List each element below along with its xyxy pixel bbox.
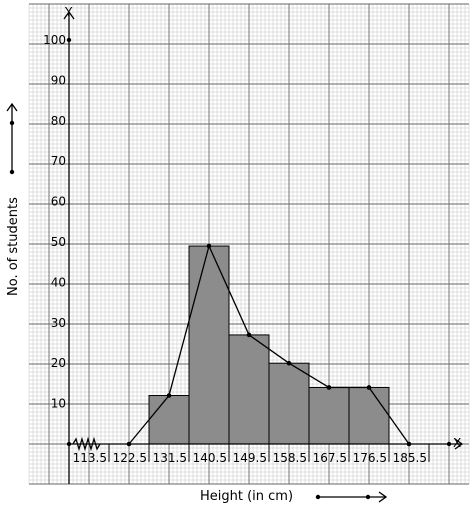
- y-scale-point: [9, 169, 15, 175]
- scale-arrows: [6, 102, 388, 503]
- frequency-polygon: [126, 243, 452, 447]
- y-tick-label: 30: [51, 316, 66, 330]
- y-axis-arrowhead: [63, 10, 75, 20]
- y-tick-label: 50: [51, 235, 66, 249]
- x-tick-label: 167.5: [313, 451, 347, 465]
- polygon-point: [286, 360, 292, 366]
- x-scale-point: [365, 494, 371, 500]
- x-axis-end-point: [446, 441, 452, 447]
- x-tick-label: 140.5: [193, 451, 227, 465]
- axis-break-zigzag: [72, 436, 101, 452]
- x-tick-label: 149.5: [233, 451, 267, 465]
- histogram-bar: [268, 362, 310, 445]
- tick-labels: 113.5 122.5 131.5 140.5 149.5 158.5 167.5 176.5…: [43, 33, 430, 465]
- x-axis-arrowhead: [454, 438, 464, 450]
- polygon-point: [126, 441, 132, 447]
- polygon-point: [246, 332, 252, 338]
- polygon-point: [406, 441, 412, 447]
- polygon-point: [326, 385, 332, 390]
- y-top-point: [66, 37, 72, 43]
- x-axis-title: Height (in cm): [200, 489, 293, 504]
- x-tick-label: 158.5: [273, 451, 307, 465]
- y-tick-label: 40: [51, 275, 66, 289]
- y-tick-label: 10: [51, 397, 66, 411]
- y-axis-title: No. of students: [6, 197, 21, 296]
- y-tick-label: 60: [51, 195, 66, 209]
- x-tick-label: 131.5: [153, 451, 187, 465]
- x-axis-letter: X: [453, 436, 461, 450]
- polygon-line: [128, 244, 410, 445]
- y-scale-arrowhead: [6, 102, 18, 112]
- x-scale-point: [315, 494, 321, 500]
- histogram-bar: [348, 386, 390, 445]
- histogram-bar: [148, 395, 190, 445]
- axes: [63, 10, 464, 484]
- y-tick-label: 70: [51, 154, 66, 168]
- polygon-point: [366, 385, 372, 390]
- y-tick-label: 100: [43, 33, 66, 47]
- origin-point: [66, 441, 72, 447]
- y-tick-label: 80: [51, 114, 66, 128]
- y-tick-label: 20: [51, 356, 66, 370]
- x-tick-label: 185.5: [393, 451, 427, 465]
- x-tick-label: 113.5: [73, 451, 107, 465]
- x-tick-label: 122.5: [113, 451, 147, 465]
- histogram-bar: [188, 245, 230, 445]
- y-scale-point: [9, 120, 15, 126]
- y-axis-letter: Y: [64, 5, 73, 19]
- x-tick-label: 176.5: [353, 451, 387, 465]
- polygon-point: [206, 243, 212, 249]
- histogram-bar: [308, 386, 350, 445]
- x-scale-arrowhead: [378, 491, 388, 503]
- polygon-point: [166, 393, 172, 398]
- histogram-bar: [228, 334, 270, 445]
- y-tick-label: 90: [51, 73, 66, 87]
